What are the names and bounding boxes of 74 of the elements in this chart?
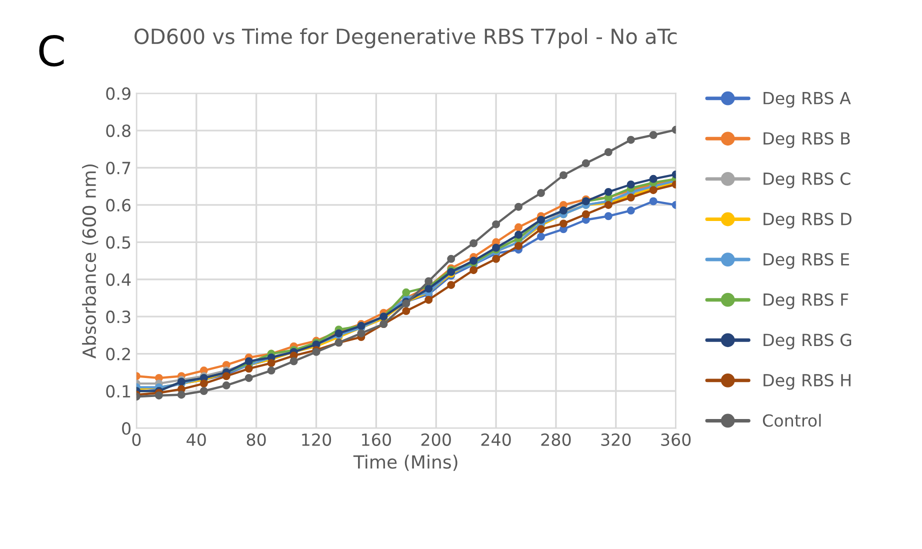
point: [222, 381, 230, 390]
legend-label: Deg RBS B: [764, 132, 850, 148]
point: [177, 390, 186, 399]
point: [154, 391, 163, 400]
point: [267, 359, 276, 368]
point: [582, 210, 590, 218]
y-tick-label: 0.9: [106, 87, 130, 100]
x-tick-label: 360: [661, 433, 691, 446]
legend-label: Deg RBS C: [764, 172, 850, 188]
point: [626, 180, 635, 188]
x-tick-label: 80: [246, 433, 266, 446]
y-axis-title: Absorbance (600 nm): [82, 164, 98, 359]
point: [559, 220, 568, 228]
point: [604, 212, 612, 220]
x-axis-title: Time (Mins): [353, 454, 458, 471]
point: [514, 242, 522, 250]
point: [424, 296, 433, 304]
point: [244, 364, 253, 373]
y-tick-label: 0.1: [106, 384, 130, 398]
point: [604, 148, 612, 156]
chart-title: OD600 vs Time for Degenerative RBS T7pol - No aTc: [134, 28, 677, 48]
legend-label: Deg RBS G: [764, 334, 852, 350]
point: [626, 136, 635, 144]
x-tick-label: 280: [541, 433, 571, 446]
point: [200, 387, 208, 395]
x-tick-label: 40: [186, 433, 206, 446]
legend-label: Deg RBS A: [764, 92, 851, 108]
legend-label: Deg RBS E: [764, 253, 850, 269]
point: [514, 202, 522, 211]
point: [604, 188, 612, 196]
y-tick-label: 0: [122, 422, 130, 435]
point: [649, 197, 658, 206]
point: [402, 307, 410, 315]
point: [492, 254, 500, 263]
point: [492, 220, 500, 228]
x-tick-label: 0: [132, 433, 141, 446]
x-tick-label: 120: [302, 433, 332, 446]
point: [536, 189, 545, 198]
point: [470, 239, 478, 248]
point: [447, 254, 456, 263]
point: [536, 232, 545, 241]
point: [559, 171, 568, 180]
point: [582, 159, 590, 168]
point: [536, 225, 545, 234]
y-tick-label: 0.4: [106, 273, 131, 286]
y-tick-label: 0.5: [106, 236, 130, 249]
point: [626, 206, 635, 215]
x-tick-label: 240: [481, 433, 511, 446]
point: [424, 277, 433, 286]
point: [447, 280, 456, 289]
point: [244, 374, 253, 382]
point: [200, 380, 208, 388]
point: [290, 357, 298, 366]
legend-label: Deg RBS F: [764, 293, 848, 310]
point: [649, 174, 658, 183]
x-tick-label: 160: [362, 433, 391, 446]
point: [402, 288, 410, 296]
point: [357, 329, 366, 338]
y-tick-label: 0.6: [106, 198, 131, 212]
point: [514, 230, 522, 239]
y-tick-label: 0.7: [106, 162, 130, 174]
x-tick-label: 320: [601, 433, 631, 446]
legend-label: Deg RBS D: [764, 212, 852, 229]
point: [470, 266, 478, 274]
point: [267, 366, 276, 375]
y-tick-label: 0.2: [106, 348, 130, 360]
text: C: [39, 34, 64, 66]
y-tick-label: 0.3: [106, 310, 130, 324]
point: [649, 131, 658, 139]
legend-label: Control: [762, 414, 821, 427]
x-tick-label: 200: [421, 433, 451, 446]
legend-label: Deg RBS H: [764, 374, 850, 390]
y-tick-label: 0.8: [106, 124, 130, 138]
point: [514, 223, 522, 232]
